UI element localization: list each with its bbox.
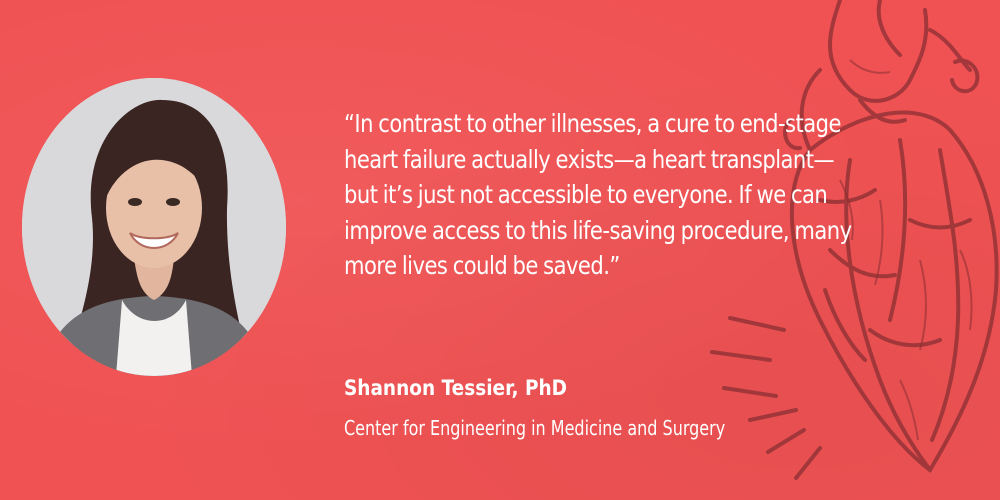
author-name: Shannon Tessier, PhD — [344, 376, 567, 400]
author-affiliation: Center for Engineering in Medicine and S… — [344, 416, 726, 440]
anatomical-heart-illustration — [710, 0, 999, 480]
quote-text: “In contrast to other illnesses, a cure … — [344, 109, 852, 280]
portrait-photo — [22, 78, 286, 376]
